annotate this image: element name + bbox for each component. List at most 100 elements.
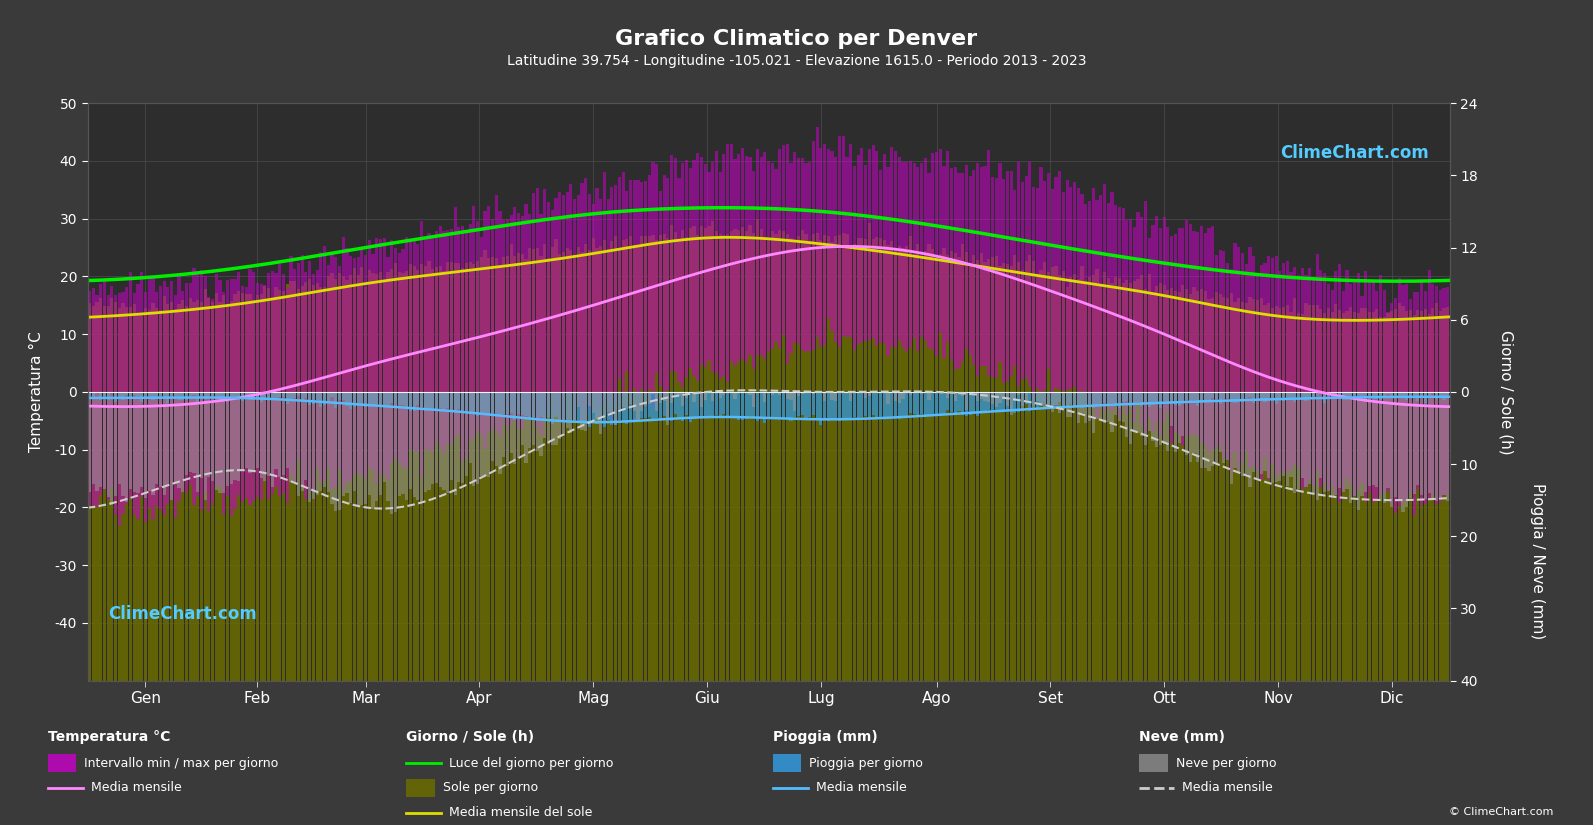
Bar — [1121, 283, 1125, 681]
Bar — [1394, 309, 1397, 681]
Bar — [323, 286, 327, 681]
Bar — [744, 232, 747, 681]
Bar — [637, 245, 640, 681]
Bar — [644, 237, 647, 681]
Bar — [1222, 298, 1225, 681]
Bar — [816, 233, 819, 681]
Bar — [554, 198, 558, 414]
Bar — [779, 230, 782, 681]
Bar — [110, 392, 113, 505]
Bar — [801, 392, 804, 415]
Bar — [1215, 392, 1219, 399]
Bar — [495, 392, 497, 415]
Bar — [733, 229, 736, 681]
Bar — [573, 392, 577, 421]
Bar — [170, 280, 174, 498]
Bar — [177, 392, 180, 400]
Bar — [671, 392, 674, 403]
Bar — [449, 392, 452, 480]
Bar — [860, 392, 863, 417]
Bar — [1133, 392, 1136, 403]
Bar — [121, 392, 124, 496]
Bar — [1375, 392, 1378, 398]
Bar — [857, 155, 860, 344]
Bar — [182, 300, 185, 681]
Bar — [416, 270, 419, 681]
Bar — [1313, 277, 1314, 486]
Bar — [390, 392, 393, 403]
Bar — [218, 280, 221, 486]
Bar — [946, 392, 949, 410]
Bar — [741, 392, 744, 420]
Bar — [938, 392, 941, 394]
Bar — [1063, 271, 1066, 681]
Bar — [1110, 392, 1114, 403]
Bar — [1005, 171, 1008, 381]
Bar — [510, 243, 513, 681]
Text: ClimeChart.com: ClimeChart.com — [108, 605, 256, 623]
Bar — [610, 392, 613, 425]
Bar — [629, 392, 632, 420]
Bar — [96, 392, 99, 394]
Bar — [416, 392, 419, 405]
Bar — [319, 287, 322, 681]
Bar — [744, 156, 747, 362]
Bar — [1211, 392, 1214, 398]
Bar — [782, 144, 785, 335]
Bar — [118, 308, 121, 681]
Bar — [166, 392, 169, 486]
Bar — [894, 392, 897, 401]
Bar — [1446, 392, 1450, 502]
Bar — [1271, 308, 1274, 681]
Bar — [1427, 314, 1431, 681]
Bar — [1435, 392, 1438, 501]
Bar — [293, 269, 296, 483]
Bar — [1357, 314, 1360, 681]
Bar — [707, 225, 710, 681]
Text: © ClimeChart.com: © ClimeChart.com — [1448, 807, 1553, 817]
Bar — [730, 144, 733, 361]
Bar — [585, 392, 588, 424]
Bar — [465, 392, 468, 412]
Bar — [569, 184, 572, 397]
Bar — [1174, 392, 1177, 451]
Bar — [1129, 219, 1133, 406]
Bar — [315, 392, 319, 495]
Bar — [957, 173, 961, 368]
Bar — [577, 247, 580, 681]
Bar — [1241, 302, 1244, 681]
Bar — [710, 392, 714, 418]
Bar — [1035, 392, 1039, 408]
Bar — [352, 258, 355, 474]
Bar — [1182, 285, 1185, 681]
Bar — [566, 392, 569, 428]
Bar — [432, 236, 435, 451]
Bar — [1204, 290, 1207, 681]
Bar — [1163, 392, 1166, 444]
Bar — [518, 213, 521, 428]
Bar — [371, 392, 374, 509]
Bar — [1114, 205, 1117, 407]
Bar — [738, 392, 741, 421]
Bar — [573, 392, 577, 422]
Bar — [279, 264, 282, 496]
Bar — [1360, 392, 1364, 397]
Bar — [1144, 290, 1147, 681]
Bar — [465, 263, 468, 681]
Bar — [688, 392, 691, 422]
Bar — [1185, 219, 1188, 437]
Bar — [115, 302, 118, 681]
Text: Pioggia (mm): Pioggia (mm) — [773, 730, 878, 744]
Bar — [327, 392, 330, 402]
Bar — [830, 392, 833, 419]
Bar — [338, 274, 341, 681]
Bar — [330, 392, 333, 398]
Bar — [1055, 266, 1058, 681]
Bar — [1338, 392, 1341, 488]
Bar — [92, 392, 96, 484]
Bar — [863, 392, 867, 398]
Bar — [1266, 392, 1270, 401]
Bar — [655, 392, 658, 411]
Bar — [143, 308, 147, 681]
Bar — [140, 314, 143, 681]
